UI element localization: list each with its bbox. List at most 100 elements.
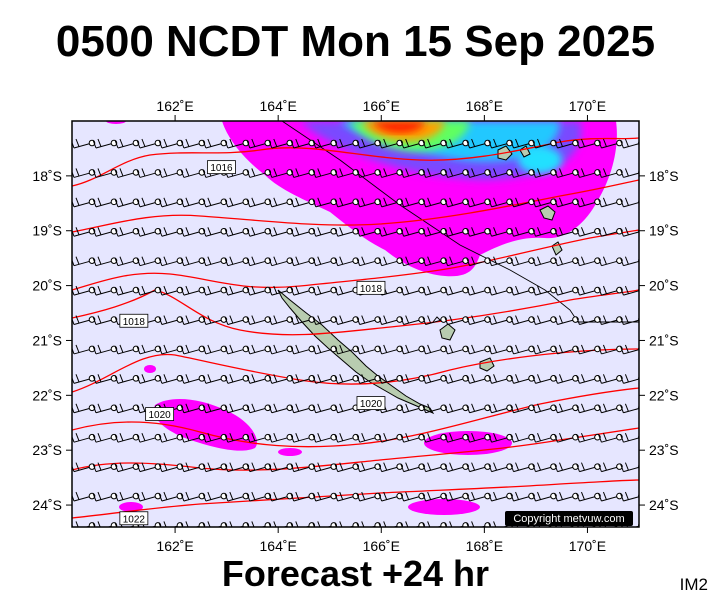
lat-label-right: 24˚S [649, 497, 679, 513]
wind-barb [510, 256, 535, 267]
lat-label-right: 21˚S [649, 332, 679, 348]
wind-barb [114, 138, 140, 149]
rain-area-south-2 [119, 502, 143, 512]
lat-label-left: 18˚S [32, 168, 62, 184]
lon-label-bottom: 164˚E [260, 538, 297, 554]
rain-area-south-1 [408, 499, 480, 515]
wind-barb [597, 197, 623, 208]
wind-barb [422, 285, 447, 296]
wind-barb [92, 491, 118, 502]
axis-ticks [66, 115, 645, 533]
wind-barb [202, 344, 228, 355]
lon-label-top: 168˚E [466, 98, 503, 114]
wind-barb [312, 462, 338, 473]
wind-barb [466, 168, 491, 178]
land [277, 145, 563, 415]
isobar-label: 1018 [356, 280, 386, 295]
isobar [72, 479, 639, 519]
rain-area-west-3 [144, 365, 156, 373]
wind-barb [290, 344, 316, 355]
wind-barb [92, 256, 118, 267]
wind-barb [158, 138, 184, 149]
longitude-labels-top: 162˚E 164˚E 166˚E 168˚E 170˚E [156, 98, 606, 114]
wind-barb [510, 168, 535, 178]
lat-label-left: 22˚S [32, 387, 62, 403]
wind-barb [136, 491, 162, 502]
wind-barb [422, 138, 447, 149]
wind-barb [136, 344, 162, 355]
wind-barb [356, 344, 381, 355]
wind-barb [510, 227, 535, 237]
vanuatu-island-1 [539, 205, 556, 221]
isobar-label-text: 1022 [123, 514, 146, 525]
wind-barb [246, 462, 272, 473]
lon-label-bottom: 170˚E [569, 538, 606, 554]
wind-barb [136, 138, 162, 149]
isobar-label-text: 1020 [360, 399, 383, 410]
wind-barbs [72, 138, 639, 527]
rain-area-west-2 [278, 448, 302, 456]
wind-barb [290, 315, 316, 326]
wind-barb [114, 168, 140, 178]
wind-barb [400, 285, 425, 296]
isobar-label-text: 1020 [149, 410, 172, 421]
lat-label-left: 20˚S [32, 278, 62, 294]
lat-label-left: 19˚S [32, 223, 62, 239]
wind-barb [444, 433, 469, 443]
wind-barb [312, 374, 338, 384]
wind-barb [92, 138, 118, 149]
wind-barb [532, 374, 557, 384]
wind-barb [202, 462, 228, 473]
wind-barb [72, 315, 96, 326]
wind-barb [532, 491, 557, 502]
rain-area-north-red [372, 121, 425, 133]
copyright-text: Copyright metvuw.com [513, 513, 624, 525]
wind-barb [575, 491, 601, 502]
isobar-label-text: 1018 [123, 317, 146, 328]
wind-barb [554, 491, 579, 502]
wind-barb [334, 433, 360, 443]
map-title: 0500 NCDT Mon 15 Sep 2025 [55, 17, 656, 66]
wind-barb [246, 227, 272, 237]
isobar-label-text: 1018 [360, 284, 383, 295]
wind-barb [246, 374, 272, 384]
isobar-label-text: 1016 [210, 163, 233, 174]
forecast-label: Forecast +24 hr [221, 553, 490, 594]
wind-barb [444, 168, 469, 178]
lon-label-bottom: 162˚E [156, 538, 193, 554]
wind-barb [268, 168, 294, 178]
wind-barb [575, 227, 601, 237]
wind-barb [268, 138, 294, 149]
wind-barb [268, 344, 294, 355]
wind-barb [312, 168, 338, 178]
lat-label-right: 22˚S [649, 387, 679, 403]
isobar-label: 1022 [119, 511, 149, 525]
wind-barb [312, 256, 338, 267]
wind-barb [356, 256, 381, 267]
wind-barb [597, 285, 623, 296]
wind-barb [400, 315, 425, 326]
wind-barb [136, 197, 162, 208]
wind-barb [444, 197, 469, 208]
wind-barb [597, 315, 623, 326]
wind-barb [466, 374, 491, 384]
lat-label-left: 24˚S [32, 497, 62, 513]
isobar-labels: 1016 1018 1018 1020 1020 1022 [119, 160, 386, 525]
wind-barb [268, 491, 294, 502]
wind-barb [224, 227, 250, 237]
wind-barb [158, 168, 184, 178]
copyright-box: Copyright metvuw.com [505, 511, 633, 526]
wind-barb [400, 433, 425, 443]
lat-label-left: 21˚S [32, 332, 62, 348]
wind-barb [444, 491, 469, 502]
wind-barb [488, 138, 513, 149]
wind-barb [224, 285, 250, 296]
lon-label-top: 164˚E [260, 98, 297, 114]
wind-barb [554, 462, 579, 473]
wind-barb [597, 491, 623, 502]
wind-barb [510, 315, 535, 326]
isobar [72, 387, 639, 448]
wind-barb [158, 285, 184, 296]
wind-barb [334, 315, 360, 326]
map-frame [71, 120, 640, 528]
